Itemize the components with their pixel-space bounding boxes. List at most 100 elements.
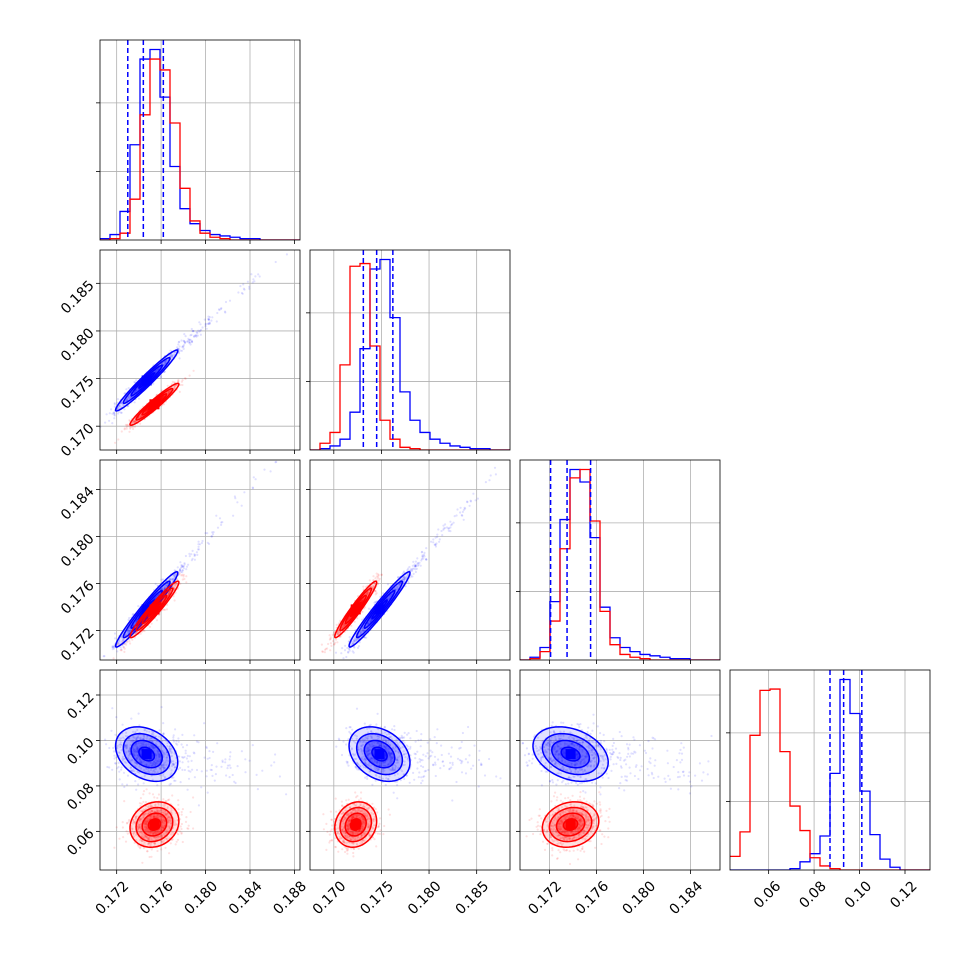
- scatter-point-blue: [164, 361, 167, 364]
- scatter-point-blue: [200, 541, 203, 545]
- scatter-point-red: [347, 617, 350, 620]
- scatter-point-blue: [226, 764, 230, 767]
- scatter-point-blue: [157, 594, 160, 597]
- scatter-point-red: [114, 441, 117, 444]
- scatter-point-blue: [175, 739, 178, 743]
- scatter-point-blue: [443, 526, 447, 530]
- scatter-point-red: [326, 647, 329, 650]
- scatter-point-blue: [347, 651, 350, 654]
- scatter-point-blue: [404, 585, 407, 588]
- scatter-point-blue: [447, 527, 450, 530]
- scatter-point-blue: [211, 533, 215, 536]
- scatter-point-blue: [193, 335, 196, 338]
- scatter-point-red: [363, 606, 367, 609]
- scatter-point-red: [145, 409, 148, 412]
- scatter-point-blue: [254, 478, 257, 481]
- scatter-point-red: [138, 416, 142, 419]
- scatter-point-blue: [161, 765, 164, 768]
- scatter-point-blue: [110, 408, 113, 411]
- scatter-point-red: [366, 593, 369, 596]
- scatter-point-red: [360, 599, 363, 602]
- scatter-point-blue: [128, 748, 131, 751]
- scatter-point-blue: [157, 367, 160, 371]
- scatter-point-blue: [155, 369, 158, 372]
- scatter-point-blue: [121, 783, 124, 786]
- scatter-point-blue: [130, 740, 133, 743]
- scatter-point-blue: [455, 514, 458, 517]
- scatter-point-blue: [160, 578, 163, 581]
- scatter-point-blue: [277, 455, 279, 457]
- scatter-point-red: [365, 592, 368, 595]
- scatter-point-blue: [125, 783, 129, 786]
- scatter-point-blue: [137, 605, 140, 608]
- scatter-point-blue: [207, 542, 211, 546]
- scatter-point-blue: [151, 746, 154, 749]
- scatter-point-red: [117, 438, 120, 441]
- scatter-point-blue: [140, 742, 144, 745]
- scatter-point-blue: [120, 402, 123, 405]
- scatter-point-blue: [188, 338, 191, 341]
- scatter-point-red: [139, 413, 142, 417]
- scatter-point-blue: [113, 402, 116, 405]
- scatter-point-blue: [159, 759, 162, 763]
- scatter-point-blue: [165, 756, 169, 759]
- scatter-point-blue: [153, 746, 156, 749]
- scatter-point-blue: [466, 500, 469, 503]
- scatter-point-blue: [251, 487, 255, 490]
- scatter-point-blue: [137, 783, 140, 786]
- scatter-point-blue: [157, 745, 161, 748]
- scatter-point-blue: [370, 619, 373, 622]
- scatter-point-blue: [413, 567, 416, 570]
- scatter-point-blue: [256, 788, 259, 791]
- scatter-point-blue: [195, 740, 198, 743]
- scatter-point-blue: [252, 476, 255, 479]
- scatter-point-red: [119, 649, 122, 652]
- scatter-point-blue: [119, 743, 122, 746]
- scatter-point-blue: [445, 526, 449, 529]
- scatter-point-blue: [170, 760, 173, 763]
- scatter-point-blue: [119, 411, 123, 414]
- scatter-point-red: [343, 624, 346, 627]
- scatter-point-blue: [166, 745, 169, 748]
- scatter-point-red: [372, 586, 375, 589]
- scatter-point-blue: [172, 740, 176, 743]
- scatter-point-blue: [419, 564, 422, 567]
- scatter-point-blue: [421, 555, 424, 558]
- scatter-point-blue: [120, 743, 123, 747]
- scatter-point-blue: [149, 769, 153, 772]
- scatter-point-blue: [414, 570, 417, 574]
- scatter-point-blue: [130, 769, 133, 772]
- panel-2-0: [96, 455, 301, 664]
- scatter-point-red: [329, 642, 332, 645]
- scatter-point-blue: [183, 340, 186, 343]
- scatter-point-blue: [157, 758, 160, 761]
- scatter-point-blue: [395, 588, 398, 592]
- scatter-point-red: [155, 595, 158, 599]
- scatter-point-blue: [508, 454, 510, 456]
- scatter-point-blue: [425, 558, 428, 561]
- scatter-point-blue: [452, 521, 455, 524]
- scatter-point-red: [329, 636, 332, 639]
- scatter-point-blue: [182, 756, 185, 759]
- scatter-point-blue: [140, 767, 143, 770]
- scatter-point-blue: [173, 574, 176, 578]
- scatter-point-blue: [181, 564, 184, 567]
- scatter-point-blue: [123, 392, 126, 395]
- scatter-point-blue: [142, 743, 145, 746]
- scatter-point-blue: [128, 616, 131, 620]
- scatter-point-blue: [442, 524, 445, 527]
- scatter-point-blue: [175, 742, 178, 745]
- scatter-point-blue: [404, 577, 407, 580]
- scatter-point-blue: [154, 763, 157, 766]
- scatter-point-blue: [360, 632, 363, 635]
- scatter-point-blue: [438, 540, 441, 543]
- scatter-point-red: [129, 427, 132, 430]
- scatter-point-blue: [409, 568, 413, 571]
- scatter-point-blue: [432, 541, 435, 544]
- scatter-point-blue: [172, 578, 175, 581]
- scatter-point-blue: [442, 528, 445, 531]
- scatter-point-blue: [135, 757, 138, 760]
- scatter-point-red: [180, 380, 183, 383]
- scatter-point-blue: [414, 568, 417, 571]
- scatter-point-blue: [398, 582, 401, 586]
